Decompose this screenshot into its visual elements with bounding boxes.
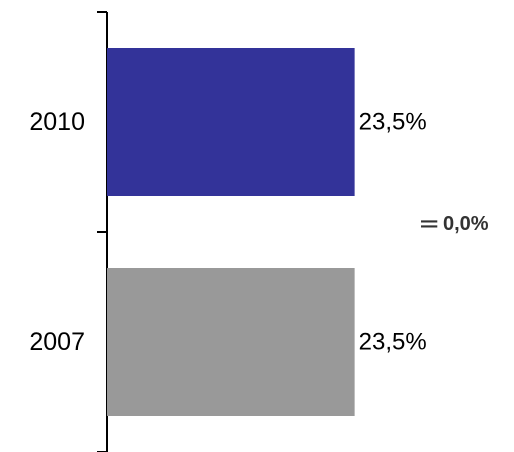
category-label: 2010 xyxy=(29,108,85,136)
bar-2007 xyxy=(107,268,355,416)
data-label: 23,5% xyxy=(359,329,427,356)
bar-2010 xyxy=(107,48,355,196)
equals-icon: = xyxy=(418,209,440,239)
data-label: 23,5% xyxy=(359,109,427,136)
difference-annotation: 0,0% xyxy=(443,213,489,235)
category-label: 2007 xyxy=(29,328,85,356)
